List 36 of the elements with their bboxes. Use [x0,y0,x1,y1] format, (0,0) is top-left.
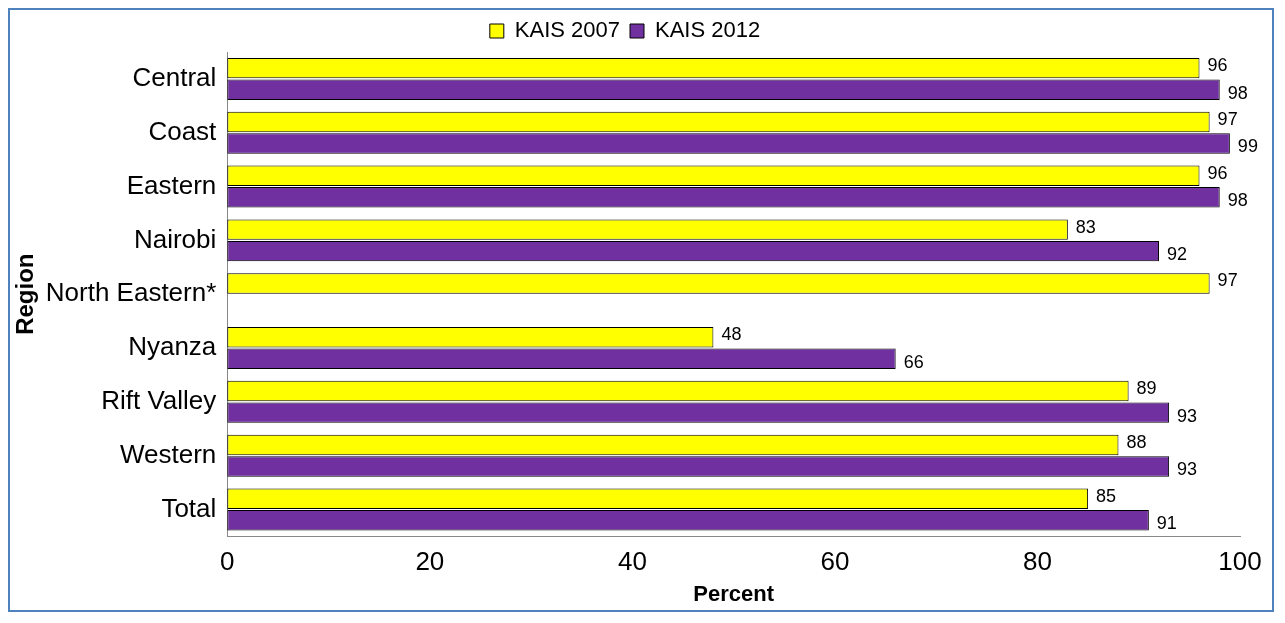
data-label: 89 [1136,378,1157,399]
data-label: 97 [1217,270,1238,291]
x-axis-title: Percent [693,580,775,606]
x-tick-label: 80 [1023,546,1052,577]
data-label: 99 [1237,136,1258,157]
y-tick-label: Eastern [126,169,217,200]
x-tick-label: 0 [220,546,235,577]
x-tick-label: 40 [617,546,647,577]
data-label: 88 [1126,431,1147,452]
y-tick-label: Total [161,492,217,523]
y-tick-label: Central [132,62,217,93]
y-tick-label: Nyanza [128,331,217,362]
data-label: 48 [721,324,742,345]
y-tick-label: Nairobi [133,223,217,254]
data-label: 96 [1207,162,1228,183]
data-label: 98 [1227,190,1248,211]
y-axis-title: Region [11,253,39,335]
data-label: 92 [1166,244,1188,265]
data-label: 93 [1177,459,1198,480]
data-label: 98 [1227,82,1248,103]
y-tick-label: Rift Valley [101,385,217,416]
data-label: 97 [1217,108,1238,129]
y-tick-label: Coast [148,115,218,146]
data-label: 83 [1075,216,1096,237]
x-tick-label: 20 [415,546,445,577]
data-label: 91 [1156,513,1177,534]
data-label: 96 [1207,55,1228,76]
x-tick-label: 60 [820,546,850,577]
data-label: 85 [1096,485,1117,506]
y-tick-label: Western [119,438,217,469]
legend-label: KAIS 2007 [514,17,620,43]
data-label: 66 [903,351,924,372]
legend-label: KAIS 2012 [655,17,761,43]
data-label: 93 [1177,405,1198,426]
y-tick-label: North Eastern* [45,277,217,308]
x-tick-label: 100 [1218,546,1262,577]
